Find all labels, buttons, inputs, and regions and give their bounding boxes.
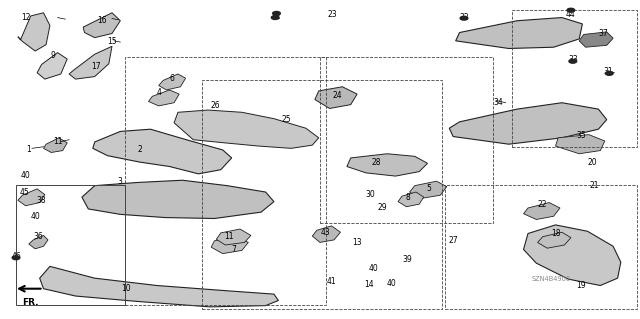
Circle shape [569,59,577,63]
Polygon shape [456,18,582,48]
Text: 44: 44 [566,10,576,19]
Circle shape [12,256,20,260]
Text: 14: 14 [364,280,374,289]
Text: 23: 23 [328,10,338,19]
Text: 10: 10 [121,284,131,293]
Text: 31: 31 [603,67,613,76]
Text: 38: 38 [36,197,47,205]
Text: 36: 36 [33,232,44,241]
Text: 40: 40 [30,212,40,221]
Text: 4: 4 [156,88,161,97]
Polygon shape [82,180,274,219]
Polygon shape [18,189,45,206]
Text: 40: 40 [369,264,379,273]
Text: SZN4B4900: SZN4B4900 [531,276,570,282]
Text: 11: 11 [53,137,62,146]
Bar [16,185,125,305]
Bar [512,10,637,147]
Text: 2: 2 [137,145,142,154]
Polygon shape [159,74,186,90]
Text: 25: 25 [282,115,292,124]
Text: 28: 28 [372,158,381,167]
Circle shape [567,8,575,12]
Text: 26: 26 [211,101,221,110]
Text: 40: 40 [20,171,31,180]
Text: 41: 41 [326,277,337,286]
Text: 7: 7 [231,245,236,254]
Polygon shape [312,226,340,242]
Text: 37: 37 [598,29,608,38]
Bar [320,57,493,223]
Text: 17: 17 [91,63,101,71]
Text: 5: 5 [426,184,431,193]
Polygon shape [40,266,278,307]
Polygon shape [410,181,447,198]
Text: 33: 33 [568,55,578,63]
Text: 30: 30 [365,190,375,199]
Bar [125,57,326,305]
Text: 46: 46 [11,252,21,261]
Polygon shape [449,103,607,144]
Polygon shape [398,192,424,207]
Text: 16: 16 [97,16,108,25]
Circle shape [271,16,279,19]
Text: 20: 20 [587,158,597,167]
Polygon shape [216,229,251,245]
Bar [445,185,637,309]
Text: 34: 34 [493,98,503,107]
Polygon shape [556,135,605,154]
Polygon shape [69,46,112,79]
Polygon shape [174,110,319,148]
Circle shape [605,71,613,75]
Text: 11: 11 [225,232,234,241]
Polygon shape [29,235,48,249]
Text: 24: 24 [332,91,342,100]
Text: FR.: FR. [22,298,39,307]
Text: 35: 35 [576,131,586,140]
Text: 9: 9 [50,51,55,60]
Text: 6: 6 [169,74,174,83]
Text: 29: 29 [378,203,388,212]
Text: 13: 13 [352,238,362,247]
Text: 42: 42 [271,12,282,21]
Polygon shape [211,236,248,254]
Text: 8: 8 [406,193,411,202]
Polygon shape [83,13,120,38]
Text: 15: 15 [107,37,117,46]
Circle shape [273,11,280,15]
Text: 43: 43 [320,228,330,237]
Text: 32: 32 [459,13,469,22]
Text: 45: 45 [19,189,29,197]
Bar [202,80,442,309]
Text: 40: 40 [387,279,397,288]
Polygon shape [148,90,179,106]
Polygon shape [524,225,621,286]
Text: 27: 27 [448,236,458,245]
Polygon shape [524,203,560,219]
Polygon shape [18,13,50,51]
Polygon shape [37,53,67,79]
Polygon shape [93,129,232,174]
Circle shape [460,16,468,20]
Polygon shape [347,154,428,176]
Polygon shape [315,87,357,108]
Text: 1: 1 [26,145,31,154]
Polygon shape [44,138,67,152]
Text: 21: 21 [589,181,598,189]
Text: 3: 3 [118,177,123,186]
Text: 18: 18 [551,229,560,238]
Text: 19: 19 [576,281,586,290]
Text: 12: 12 [21,13,30,22]
Text: 39: 39 [403,255,413,263]
Text: 22: 22 [538,200,547,209]
Polygon shape [579,32,613,47]
Polygon shape [538,232,571,248]
